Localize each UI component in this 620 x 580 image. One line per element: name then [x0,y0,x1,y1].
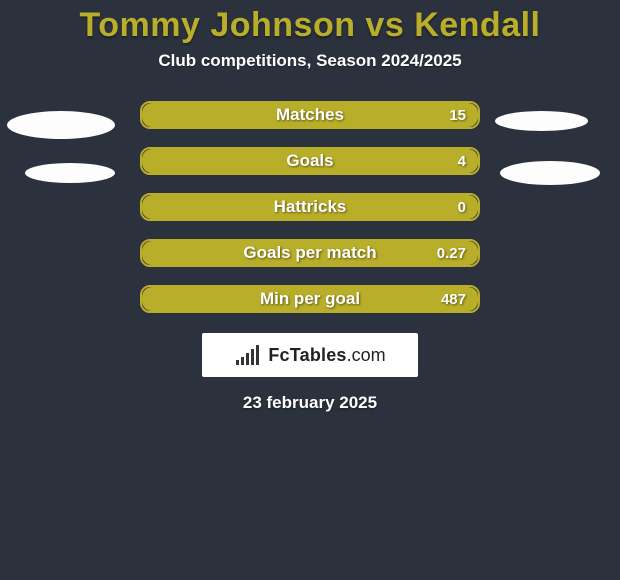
page-title: Tommy Johnson vs Kendall [0,0,620,45]
stats-chart: Matches15 Goals4 Hattricks0 Goals per match… [0,101,620,325]
avatar-ellipse [500,161,600,185]
stat-value: 15 [449,103,466,127]
bars-icon [234,345,262,365]
stat-value: 0.27 [437,241,466,265]
subtitle: Club competitions, Season 2024/2025 [0,51,620,71]
stat-value: 0 [458,195,466,219]
avatar-ellipse [7,111,115,139]
stat-label: Goals per match [142,241,478,265]
stat-row: Goals per match0.27 [140,239,480,267]
stat-row: Goals4 [140,147,480,175]
brand-text-bold: FcTables [268,345,346,365]
stat-label: Matches [142,103,478,127]
avatar-ellipse [25,163,115,183]
stats-rows: Matches15 Goals4 Hattricks0 Goals per match… [140,101,480,331]
stat-value: 487 [441,287,466,311]
stat-row: Matches15 [140,101,480,129]
stat-label: Hattricks [142,195,478,219]
brand-text-thin: .com [347,345,386,365]
date-text: 23 february 2025 [0,393,620,413]
stat-value: 4 [458,149,466,173]
stat-row: Hattricks0 [140,193,480,221]
brand-text: FcTables.com [268,345,385,366]
stat-label: Min per goal [142,287,478,311]
stat-label: Goals [142,149,478,173]
page: Tommy Johnson vs Kendall Club competitio… [0,0,620,580]
stat-row: Min per goal487 [140,285,480,313]
avatar-ellipse [495,111,588,131]
brand-box: FcTables.com [202,333,418,377]
